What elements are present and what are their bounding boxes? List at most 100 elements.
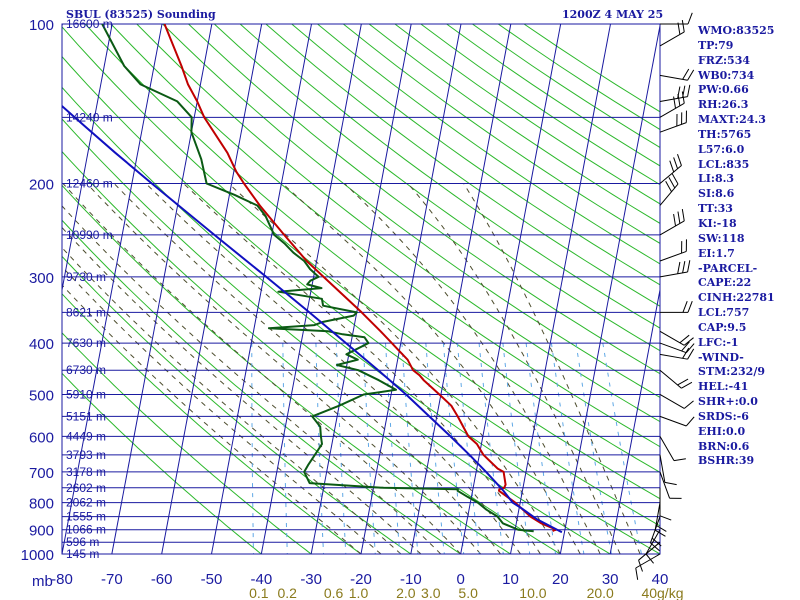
stability-index: SRDS:-6: [698, 409, 749, 423]
stability-index: FRZ:534: [698, 53, 751, 67]
wind-barb-feather: [635, 567, 639, 580]
stability-index: EHI:0.0: [698, 424, 746, 438]
moist-adiabat: [282, 183, 581, 554]
pressure-tick-label: 100: [29, 17, 54, 34]
mixing-ratio-line: [401, 343, 419, 554]
isotherm: [111, 24, 213, 554]
stability-index: LCL:835: [698, 157, 750, 171]
wind-barb-feather: [687, 69, 695, 81]
height-label: 145 m: [66, 547, 99, 561]
wind-barb-feather: [685, 343, 695, 353]
wind-barb-feather: [687, 348, 695, 360]
height-label: 7630 m: [66, 336, 106, 350]
stability-index: WB0:734: [698, 68, 755, 82]
isotherm: [559, 24, 660, 554]
mixing-ratio-line: [335, 343, 347, 554]
stability-index: KI:-18: [698, 216, 737, 230]
isotherm: [0, 24, 13, 554]
wind-barb: [659, 471, 671, 499]
wind-barb-feather: [681, 91, 685, 104]
temperature-tick-label: -50: [201, 571, 223, 588]
temperature-tick-label: 10: [502, 571, 519, 588]
moist-adiabat: [62, 246, 402, 554]
stability-index: TP:79: [698, 38, 734, 52]
stability-index: LI:8.3: [698, 172, 735, 186]
mixing-ratio-label: 2.0: [396, 585, 416, 600]
temperature-tick-label: 0: [456, 571, 464, 588]
wind-barb-feather: [673, 157, 679, 169]
isotherm: [360, 24, 462, 554]
wind-barb-feather: [654, 529, 666, 537]
stability-index: CAP:9.5: [698, 320, 747, 334]
isotherm: [460, 24, 562, 554]
height-label: 3793 m: [66, 448, 106, 462]
moist-adiabat: [62, 226, 422, 554]
wind-barbs: [635, 12, 695, 580]
temperature-profile: [163, 24, 558, 533]
wind-barb-feather: [677, 93, 681, 106]
pressure-tick-label: 500: [29, 387, 54, 404]
wind-barb: [645, 529, 661, 555]
wind-barb: [635, 553, 661, 569]
isotherm: [510, 24, 611, 554]
pressure-tick-label: 400: [29, 336, 54, 353]
height-label: 596 m: [66, 535, 99, 549]
stability-index: LCL:757: [698, 306, 750, 320]
isotherm: [62, 24, 163, 554]
stability-index: MAXT:24.3: [698, 113, 766, 127]
stability-index: CINH:22781: [698, 291, 775, 305]
temperature-tick-label: -10: [400, 571, 422, 588]
mixing-ratio-label: 20.0: [587, 585, 614, 600]
wind-barb-feather: [687, 300, 693, 313]
stability-index: TH:5765: [698, 127, 752, 141]
wind-barb-feather: [651, 537, 662, 547]
wind-barb: [659, 31, 685, 47]
wind-barb-feather: [673, 458, 686, 462]
stability-index: -WIND-: [698, 350, 744, 364]
stability-index: BRN:0.6: [698, 439, 750, 453]
wind-barb-feather: [655, 524, 667, 532]
mixing-ratio-label: 3.0: [421, 585, 441, 600]
mixing-ratio-line: [550, 343, 585, 554]
wind-barb: [659, 369, 682, 389]
wind-barb: [659, 122, 687, 133]
pressure-tick-label: 1000: [21, 547, 54, 564]
pressure-tick-label: 700: [29, 465, 54, 482]
mixing-ratio-line: [478, 343, 504, 554]
wind-barb-feather: [645, 553, 654, 564]
temperature-tick-label: -70: [101, 571, 123, 588]
isotherm: [609, 287, 660, 554]
moist-adiabat: [113, 183, 501, 554]
temperature-tick-label: -20: [350, 571, 372, 588]
pressure-unit-label: mb: [32, 573, 53, 590]
mixing-ratio-line: [425, 343, 445, 554]
height-label: 10990 m: [66, 228, 113, 242]
height-label: 12460 m: [66, 177, 113, 191]
temperature-tick-label: -30: [300, 571, 322, 588]
stability-index: SHR+:0.0: [698, 395, 758, 409]
mixing-ratio-label: 5.0: [458, 585, 478, 600]
temperature-tick-label: 20: [552, 571, 569, 588]
wind-barb-feather: [682, 261, 686, 273]
moist-adiabat: [86, 183, 481, 554]
wind-barb-feather: [681, 381, 693, 389]
height-label: 2062 m: [66, 496, 106, 510]
height-label: 1555 m: [66, 510, 106, 524]
stability-index: LFC:-1: [698, 335, 739, 349]
wind-barb-feather: [679, 334, 690, 344]
wind-barb-feather: [677, 261, 681, 274]
dry-adiabat: [84, 24, 660, 473]
wind-barb-feather: [677, 211, 681, 224]
station-title: SBUL (83525) Sounding: [66, 8, 216, 21]
isotherm: [161, 24, 263, 554]
height-label: 5910 m: [66, 387, 106, 401]
pressure-tick-label: 600: [29, 429, 54, 446]
wind-barb: [659, 415, 687, 427]
mixing-ratio-label: 0.6: [324, 585, 344, 600]
isobars: [61, 23, 661, 555]
temperature-tick-label: -80: [51, 571, 73, 588]
wind-barb: [659, 394, 685, 409]
wind-barb-feather: [677, 22, 681, 35]
